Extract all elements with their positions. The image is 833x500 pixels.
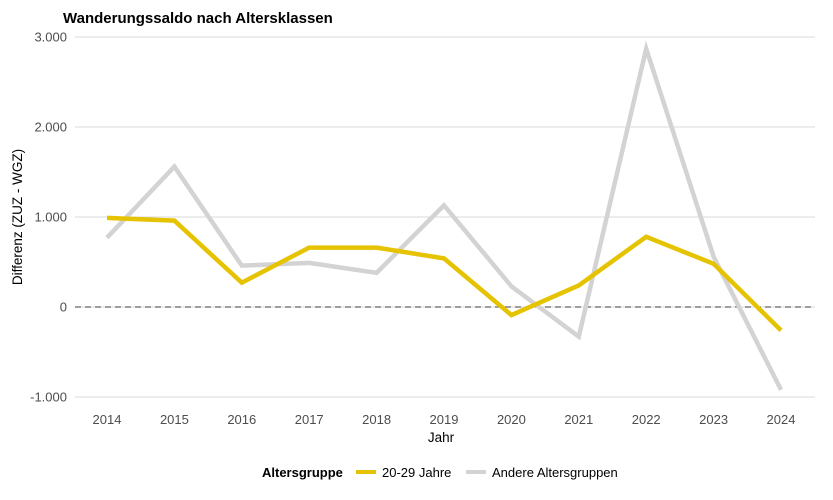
legend: Altersgruppe 20-29 Jahre Andere Altersgr… [262, 465, 618, 480]
chart-title: Wanderungssaldo nach Altersklassen [63, 10, 333, 27]
y-tick-label: 0 [60, 300, 67, 315]
legend-label-andere: Andere Altersgruppen [492, 465, 618, 480]
x-tick-label: 2016 [227, 412, 256, 427]
x-tick-label: 2021 [564, 412, 593, 427]
x-tick-label: 2020 [497, 412, 526, 427]
y-tick-label: -1.000 [30, 390, 67, 405]
legend-title: Altersgruppe [262, 465, 343, 480]
x-tick-label: 2014 [93, 412, 122, 427]
x-tick-label: 2024 [767, 412, 796, 427]
x-tick-label: 2018 [362, 412, 391, 427]
y-tick-label: 1.000 [34, 210, 67, 225]
series-line-andere-altersgruppen [105, 40, 784, 391]
y-tick-label: 3.000 [34, 30, 67, 45]
x-axis-label: Jahr [428, 430, 455, 445]
series-line-20-29-jahre [106, 215, 783, 333]
x-tick-label: 2015 [160, 412, 189, 427]
y-axis-label: Differenz (ZUZ - WGZ) [10, 149, 25, 285]
x-tick-label: 2023 [699, 412, 728, 427]
x-tick-label: 2019 [430, 412, 459, 427]
legend-label-20-29: 20-29 Jahre [382, 465, 451, 480]
x-tick-label: 2017 [295, 412, 324, 427]
x-tick-label: 2022 [632, 412, 661, 427]
y-tick-label: 2.000 [34, 120, 67, 135]
